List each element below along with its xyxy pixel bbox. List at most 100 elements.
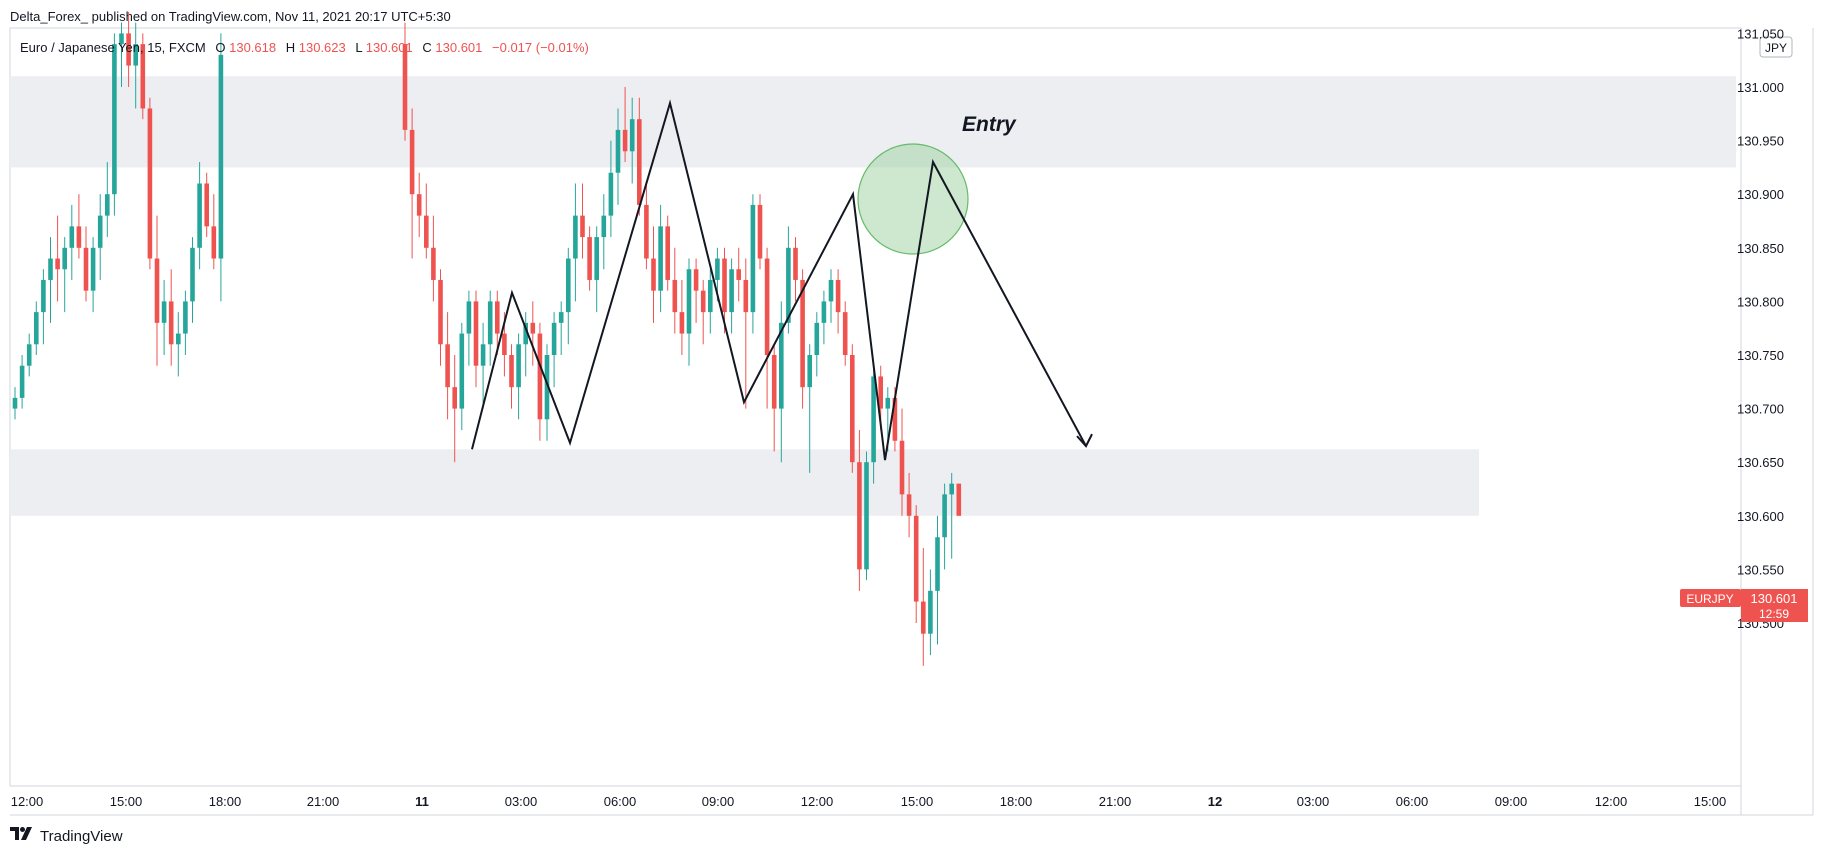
currency-badge[interactable]: JPY (1759, 36, 1793, 58)
candle[interactable] (566, 247, 571, 345)
candle[interactable] (55, 215, 60, 302)
candle[interactable] (594, 226, 599, 313)
candle[interactable] (658, 204, 663, 313)
candle[interactable] (842, 301, 848, 366)
candle[interactable] (161, 279, 167, 355)
candle[interactable] (665, 215, 670, 291)
candle[interactable] (445, 312, 450, 420)
candle[interactable] (850, 344, 855, 473)
candle[interactable] (637, 97, 642, 216)
candle[interactable] (105, 162, 110, 238)
candle[interactable] (466, 290, 472, 366)
candle[interactable] (409, 108, 415, 259)
candle[interactable] (523, 312, 528, 377)
candle[interactable] (835, 269, 841, 334)
candle[interactable] (34, 301, 39, 355)
candle[interactable] (154, 215, 160, 366)
candle[interactable] (183, 290, 188, 355)
candle[interactable] (736, 247, 741, 302)
candle[interactable] (168, 269, 174, 366)
candle[interactable] (956, 483, 962, 516)
candle[interactable] (402, 22, 408, 141)
candle[interactable] (147, 97, 153, 270)
candle[interactable] (750, 194, 756, 334)
candle[interactable] (644, 183, 649, 270)
candle[interactable] (864, 451, 869, 581)
candle[interactable] (112, 33, 117, 216)
candle[interactable] (133, 22, 138, 109)
candle[interactable] (708, 269, 713, 334)
candle[interactable] (459, 322, 465, 431)
candle[interactable] (821, 290, 827, 345)
candle[interactable] (41, 269, 46, 345)
candle[interactable] (197, 162, 202, 270)
candle[interactable] (899, 408, 905, 516)
candle[interactable] (615, 108, 621, 205)
candle[interactable] (871, 365, 876, 484)
candle[interactable] (544, 344, 550, 441)
candle[interactable] (83, 226, 89, 302)
candle[interactable] (537, 322, 543, 441)
candle[interactable] (416, 172, 422, 238)
candle[interactable] (906, 472, 912, 538)
candle[interactable] (19, 355, 25, 409)
candle[interactable] (509, 344, 514, 409)
candle[interactable] (857, 430, 862, 591)
candle[interactable] (601, 194, 607, 270)
candle[interactable] (48, 237, 53, 323)
candle[interactable] (913, 505, 919, 623)
candle[interactable] (90, 237, 96, 313)
candle[interactable] (473, 290, 479, 388)
candle[interactable] (807, 344, 812, 473)
candle[interactable] (949, 472, 954, 559)
candle[interactable] (693, 258, 699, 323)
candle[interactable] (629, 97, 635, 184)
candle[interactable] (76, 194, 82, 259)
candle[interactable] (204, 172, 209, 238)
candle[interactable] (757, 194, 763, 270)
candle[interactable] (431, 215, 436, 302)
candle[interactable] (793, 237, 798, 302)
candle[interactable] (480, 322, 486, 409)
candle[interactable] (140, 33, 146, 120)
candle[interactable] (700, 279, 706, 345)
candle[interactable] (928, 569, 933, 656)
candle[interactable] (176, 312, 181, 377)
candle[interactable] (921, 547, 926, 666)
candle[interactable] (622, 87, 628, 163)
candle[interactable] (573, 183, 578, 302)
candle[interactable] (558, 301, 564, 355)
candle[interactable] (211, 194, 217, 270)
candle[interactable] (743, 258, 749, 409)
candle[interactable] (487, 290, 493, 366)
candle[interactable] (814, 312, 820, 377)
candle[interactable] (686, 258, 692, 366)
candle[interactable] (126, 11, 131, 87)
candle[interactable] (729, 258, 734, 334)
candle[interactable] (580, 183, 585, 259)
candle[interactable] (608, 140, 614, 238)
candle[interactable] (587, 226, 592, 291)
footer-brand[interactable]: TradingView (10, 827, 123, 845)
candle[interactable] (12, 387, 18, 420)
candle[interactable] (190, 237, 195, 323)
candle[interactable] (530, 301, 536, 366)
candle[interactable] (26, 333, 32, 377)
candle[interactable] (672, 247, 678, 334)
candle[interactable] (438, 269, 443, 366)
candle[interactable] (779, 301, 784, 463)
candle[interactable] (679, 279, 685, 355)
candle[interactable] (97, 194, 103, 280)
candle[interactable] (551, 312, 557, 388)
candle[interactable] (424, 183, 429, 259)
candle[interactable] (935, 515, 940, 645)
candle[interactable] (69, 204, 75, 280)
candle[interactable] (828, 269, 834, 323)
candle[interactable] (495, 290, 500, 355)
candle[interactable] (62, 237, 67, 313)
candle[interactable] (218, 33, 224, 302)
candle[interactable] (516, 333, 521, 420)
candle[interactable] (651, 226, 656, 323)
candle[interactable] (942, 483, 947, 570)
